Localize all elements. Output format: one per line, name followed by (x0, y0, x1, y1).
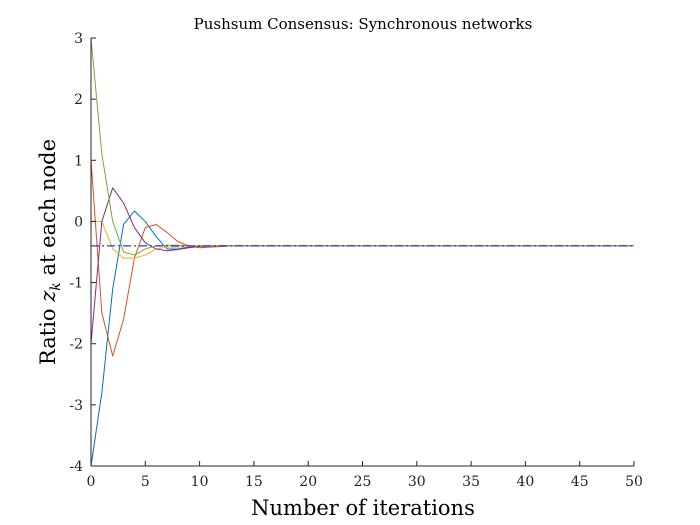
x-tick-label: 20 (299, 474, 317, 490)
y-tick-label: 2 (74, 92, 83, 108)
y-tick-label: 1 (74, 153, 83, 169)
y-tick-label: -3 (69, 398, 83, 414)
y-tick-label: 3 (74, 31, 83, 47)
y-axis-label-var: z (36, 290, 60, 303)
y-axis-label-sub: k (48, 282, 64, 290)
chart-title: Pushsum Consensus: Synchronous networks (194, 15, 533, 33)
x-tick-label: 0 (87, 474, 96, 490)
x-tick-label: 5 (141, 474, 150, 490)
y-tick-label: -1 (69, 276, 83, 292)
x-tick-label: 40 (516, 474, 534, 490)
x-tick-label: 25 (354, 474, 372, 490)
y-axis-label-prefix: Ratio (36, 302, 60, 365)
x-tick-label: 50 (625, 474, 643, 490)
x-tick-label: 35 (462, 474, 480, 490)
x-axis-label: Number of iterations (251, 496, 475, 520)
x-tick-label: 45 (571, 474, 589, 490)
y-axis-label-suffix: at each node (36, 139, 60, 282)
x-tick-label: 15 (245, 474, 263, 490)
y-tick-label: 0 (74, 214, 83, 230)
x-tick-label: 30 (408, 474, 426, 490)
x-tick-label: 10 (191, 474, 209, 490)
y-ticks: -4 -3 -2 -1 0 1 2 3 (69, 31, 96, 475)
x-ticks: 0 5 10 15 20 25 30 35 40 45 50 (87, 461, 643, 490)
y-tick-label: -2 (69, 337, 83, 353)
y-axis-label: Ratio zk at each node (36, 139, 64, 365)
y-tick-label: -4 (69, 459, 83, 475)
plot-area: 0 5 10 15 20 25 30 35 40 45 50 -4 -3 -2 -1 0 1 2 3 (69, 31, 643, 490)
